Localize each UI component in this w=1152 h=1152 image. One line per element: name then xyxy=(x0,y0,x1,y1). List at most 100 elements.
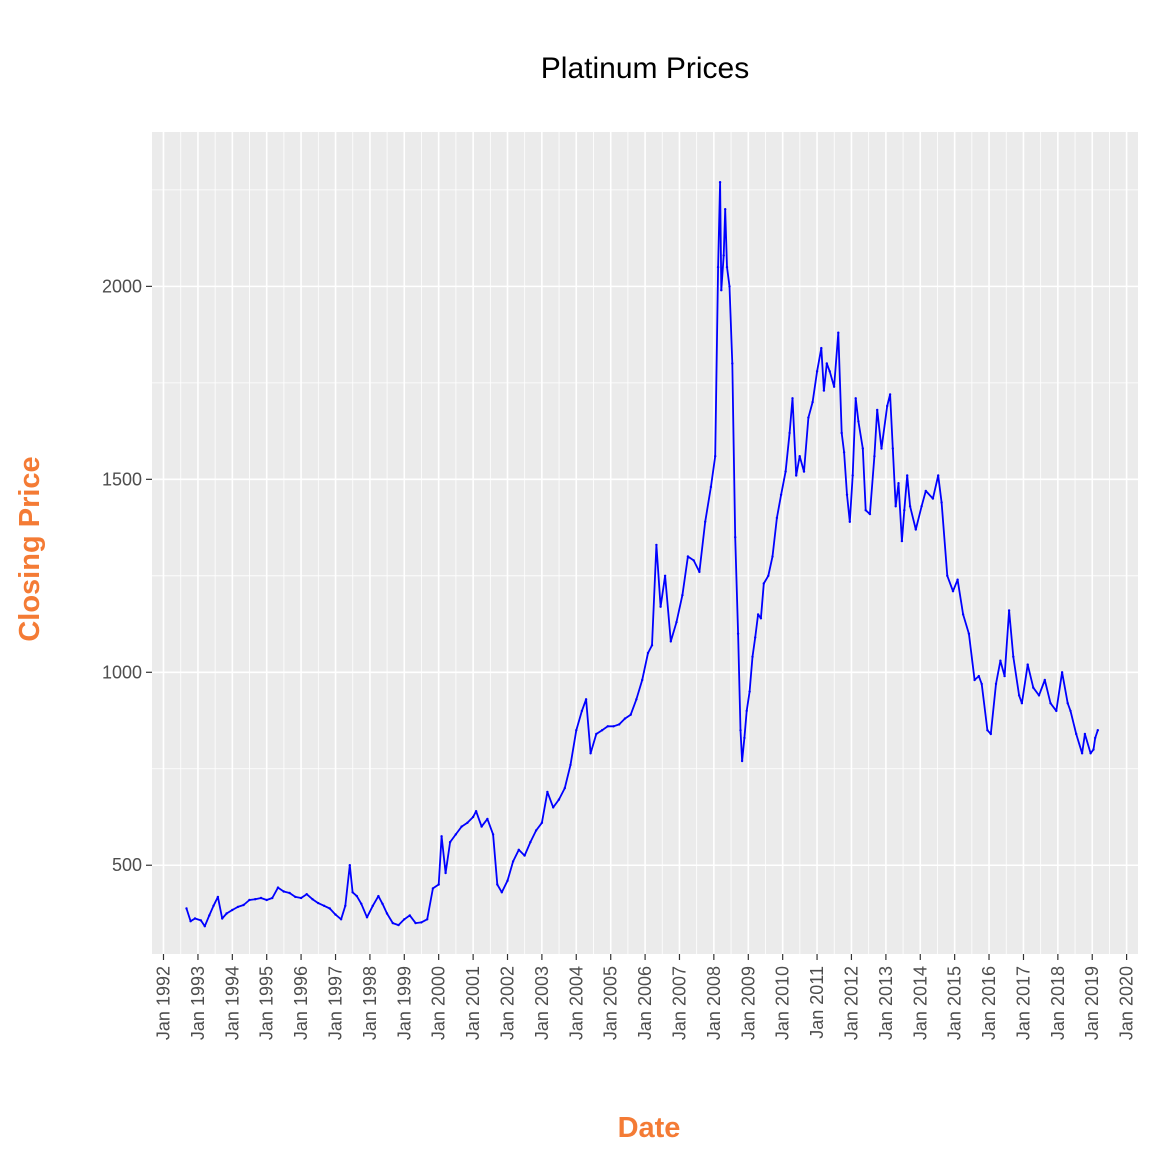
data-point xyxy=(348,864,351,867)
data-point xyxy=(203,925,206,928)
data-point xyxy=(440,835,443,838)
data-point xyxy=(1092,748,1095,751)
data-point xyxy=(759,617,763,620)
data-point xyxy=(946,574,949,577)
x-tick-label: Jan 2019 xyxy=(1082,966,1102,1040)
data-point xyxy=(980,682,983,686)
data-point xyxy=(199,919,203,922)
data-point xyxy=(967,632,971,635)
data-point xyxy=(612,725,615,728)
y-tick-label: 500 xyxy=(112,855,142,875)
data-point xyxy=(1066,702,1069,705)
data-point xyxy=(739,729,742,732)
data-point xyxy=(977,674,980,678)
data-point xyxy=(736,632,740,635)
data-point xyxy=(914,528,917,531)
data-point xyxy=(480,825,483,828)
data-point xyxy=(351,891,354,894)
data-point xyxy=(876,408,879,412)
data-point xyxy=(618,723,621,726)
data-point xyxy=(1069,709,1072,713)
data-point xyxy=(751,655,754,658)
data-point xyxy=(471,815,475,819)
data-point xyxy=(265,898,268,902)
x-tick-label: Jan 2001 xyxy=(463,966,483,1040)
data-point xyxy=(675,620,678,624)
x-tick-label: Jan 2008 xyxy=(704,966,724,1040)
data-point xyxy=(854,397,857,400)
data-point xyxy=(1080,752,1084,755)
data-point xyxy=(506,879,509,882)
data-point xyxy=(1007,609,1011,612)
data-point xyxy=(837,331,840,334)
data-point xyxy=(1032,686,1035,689)
data-point xyxy=(659,605,662,608)
data-point xyxy=(500,891,503,894)
data-point xyxy=(731,362,734,365)
data-point xyxy=(344,904,347,907)
data-point xyxy=(714,455,717,458)
data-point xyxy=(709,485,713,489)
y-tick-label: 1500 xyxy=(102,469,142,489)
data-point xyxy=(185,907,188,910)
data-point xyxy=(212,904,215,907)
data-point xyxy=(825,362,828,365)
x-tick-label: Jan 2015 xyxy=(945,966,965,1040)
data-point xyxy=(523,854,526,857)
data-point xyxy=(377,894,380,898)
data-point xyxy=(294,895,297,899)
data-point xyxy=(529,840,532,844)
data-point xyxy=(454,833,457,836)
data-point xyxy=(857,420,860,423)
data-point xyxy=(355,894,358,898)
x-tick-label: Jan 1999 xyxy=(394,966,414,1040)
data-point xyxy=(999,659,1002,662)
data-point xyxy=(584,698,588,701)
data-point xyxy=(305,893,308,896)
data-point xyxy=(900,539,904,543)
x-tick-label: Jan 2004 xyxy=(566,966,586,1040)
data-point xyxy=(580,709,584,713)
x-tick-label: Jan 1993 xyxy=(188,966,208,1040)
data-point xyxy=(767,574,770,577)
data-point xyxy=(420,921,423,924)
y-axis: 500 1000 1500 2000 xyxy=(102,276,152,875)
x-tick-label: Jan 2017 xyxy=(1013,966,1033,1040)
data-point xyxy=(1089,752,1092,755)
data-point xyxy=(629,713,632,716)
data-point xyxy=(426,918,429,921)
data-point xyxy=(248,898,251,902)
data-point xyxy=(546,790,549,794)
series-layer xyxy=(185,181,1100,928)
data-point xyxy=(381,902,384,905)
data-point xyxy=(189,920,192,923)
data-point xyxy=(669,640,672,643)
data-point xyxy=(822,389,826,392)
x-tick-label: Jan 1994 xyxy=(222,966,242,1040)
x-tick-label: Jan 1996 xyxy=(291,966,311,1040)
data-point xyxy=(906,474,909,477)
data-point xyxy=(716,265,720,269)
data-point xyxy=(908,505,912,508)
y-axis-title: Closing Price xyxy=(14,456,46,641)
data-point xyxy=(722,254,725,257)
data-point xyxy=(756,613,760,616)
data-point xyxy=(575,729,578,732)
data-point xyxy=(540,821,544,824)
x-tick-label: Jan 1992 xyxy=(153,966,173,1040)
y-tick-label: 1000 xyxy=(102,662,142,682)
x-tick-label: Jan 1997 xyxy=(326,966,346,1040)
x-tick-label: Jan 2003 xyxy=(532,966,552,1040)
data-point xyxy=(734,536,737,539)
data-point xyxy=(385,912,389,915)
data-point xyxy=(1075,732,1078,736)
data-point xyxy=(961,613,965,616)
data-point xyxy=(606,725,609,728)
data-point xyxy=(784,470,787,473)
data-point xyxy=(762,582,765,585)
data-point xyxy=(216,895,220,899)
data-point xyxy=(924,489,927,493)
data-point xyxy=(845,493,849,496)
data-point xyxy=(894,505,897,508)
data-point xyxy=(848,520,851,523)
